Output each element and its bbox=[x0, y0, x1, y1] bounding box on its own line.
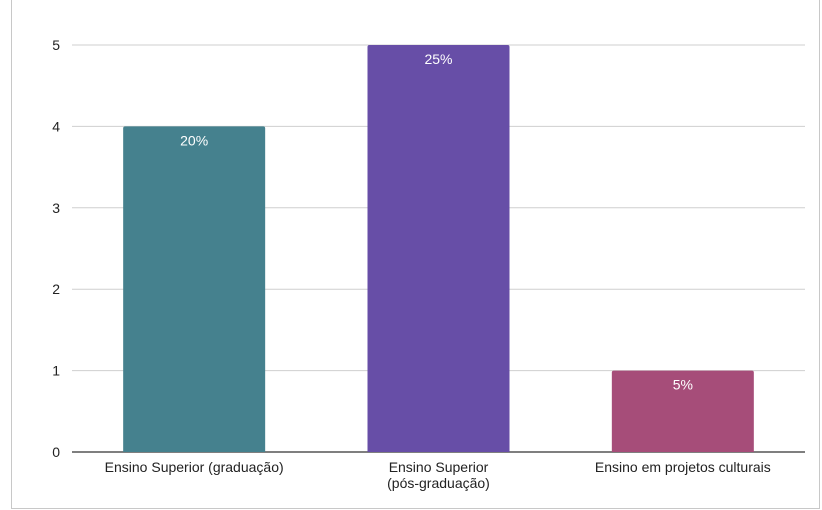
bar bbox=[367, 45, 510, 452]
x-tick-label: Ensino Superior bbox=[389, 459, 489, 475]
data-label: 25% bbox=[424, 51, 452, 67]
y-tick-label: 2 bbox=[52, 281, 60, 297]
bar bbox=[611, 370, 754, 452]
y-tick-label: 3 bbox=[52, 200, 60, 216]
data-label: 20% bbox=[180, 132, 208, 148]
x-tick-label: (pós-graduação) bbox=[387, 475, 490, 491]
x-tick-label: Ensino em projetos culturais bbox=[595, 459, 771, 475]
data-label: 5% bbox=[673, 377, 693, 393]
x-tick-label: Ensino Superior (graduação) bbox=[105, 459, 284, 475]
y-tick-label: 5 bbox=[52, 37, 60, 53]
bar bbox=[123, 126, 266, 453]
y-tick-label: 4 bbox=[52, 118, 60, 134]
y-tick-label: 0 bbox=[52, 444, 60, 460]
y-tick-label: 1 bbox=[52, 363, 60, 379]
